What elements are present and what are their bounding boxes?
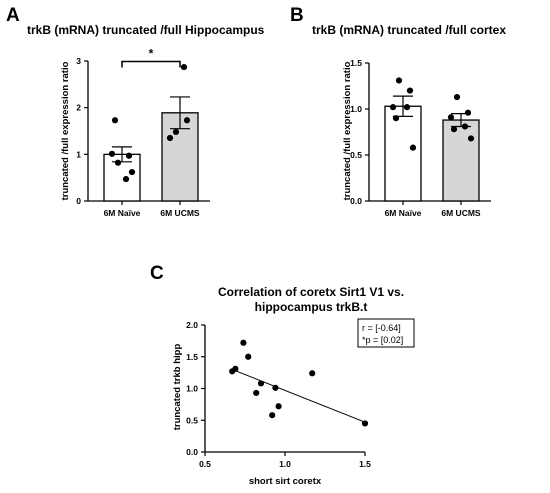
data-point bbox=[464, 109, 472, 116]
data-point bbox=[111, 117, 119, 124]
y-tick-label: 1 bbox=[76, 149, 81, 159]
data-point bbox=[361, 420, 369, 427]
y-tick-label: 0 bbox=[76, 196, 81, 206]
data-point bbox=[406, 87, 414, 94]
y-tick-label: 0.5 bbox=[350, 150, 362, 160]
data-point bbox=[166, 134, 174, 142]
data-point bbox=[447, 114, 455, 121]
data-point bbox=[183, 117, 191, 124]
data-point bbox=[125, 152, 133, 159]
data-point bbox=[467, 135, 475, 142]
y-tick-label: 1.0 bbox=[186, 384, 198, 394]
panel-c-letter: C bbox=[150, 263, 164, 284]
data-point bbox=[403, 104, 411, 111]
panel-c-subtitle: hippocampus trkB.t bbox=[255, 300, 368, 314]
panel-c-xlabel: short sirt coretx bbox=[249, 476, 322, 487]
y-tick-label: 1.0 bbox=[350, 104, 362, 114]
regression-line bbox=[232, 368, 366, 423]
y-tick-label: 0.0 bbox=[350, 196, 362, 206]
panel-c-plot: 0.00.51.01.52.00.5 1.0 1.5 bbox=[186, 320, 371, 469]
data-point bbox=[389, 104, 397, 111]
data-point bbox=[409, 144, 417, 151]
data-point bbox=[309, 370, 316, 377]
x-tick-label: 0.5 bbox=[199, 459, 211, 469]
panel-c: C Correlation of coretx Sirt1 V1 vs. hip… bbox=[150, 263, 415, 487]
data-point bbox=[122, 175, 130, 183]
x-tick-label: 6M Naïve bbox=[104, 208, 141, 218]
data-point bbox=[108, 150, 116, 157]
y-tick-label: 1.5 bbox=[186, 352, 198, 362]
data-point bbox=[269, 412, 276, 419]
x-tick-label: 1.5 bbox=[359, 459, 371, 469]
x-tick-label: 6M UCMS bbox=[160, 208, 200, 218]
panel-b-letter: B bbox=[290, 5, 304, 26]
x-tick-label: 1.0 bbox=[279, 459, 291, 469]
y-tick-label: 0.5 bbox=[186, 415, 198, 425]
panel-c-title: Correlation of coretx Sirt1 V1 vs. bbox=[218, 285, 404, 299]
y-tick-label: 1.5 bbox=[350, 58, 362, 68]
y-tick-label: 0.0 bbox=[186, 447, 198, 457]
data-point bbox=[128, 168, 136, 176]
stats-box: r = [-0.64] *p = [0.02] bbox=[357, 318, 415, 348]
x-tick-label: 6M Naïve bbox=[385, 208, 422, 218]
panel-c-ylabel: truncated trkb hipp bbox=[172, 344, 183, 431]
stats-r-value: r = [-0.64] bbox=[362, 323, 401, 333]
bar bbox=[442, 119, 480, 202]
panel-b-title: trkB (mRNA) truncated /full cortex bbox=[312, 23, 506, 37]
y-tick-label: 2 bbox=[76, 103, 81, 113]
panel-a-title: trkB (mRNA) truncated /full Hippocampus bbox=[27, 23, 265, 37]
y-tick-label: 3 bbox=[76, 56, 81, 66]
panel-a-ylabel: truncated /full expression ratio bbox=[60, 61, 71, 200]
panel-a-letter: A bbox=[6, 5, 20, 26]
data-point bbox=[272, 384, 279, 391]
x-tick-label: 6M UCMS bbox=[441, 208, 481, 218]
data-point bbox=[257, 380, 265, 387]
data-point bbox=[114, 159, 122, 166]
stats-box-frame bbox=[357, 318, 415, 348]
data-point bbox=[275, 403, 282, 410]
data-point bbox=[232, 365, 239, 372]
data-point bbox=[395, 77, 403, 84]
data-point bbox=[253, 389, 260, 397]
bar bbox=[384, 105, 422, 202]
data-point bbox=[245, 353, 252, 360]
y-tick-label: 2.0 bbox=[186, 320, 198, 330]
data-point bbox=[180, 63, 188, 71]
data-point bbox=[461, 123, 469, 130]
data-point bbox=[392, 115, 400, 122]
panel-b-ylabel: truncated /full expression ratio bbox=[342, 61, 353, 200]
data-point bbox=[240, 339, 247, 346]
data-point bbox=[450, 126, 458, 133]
panel-a: A trkB (mRNA) truncated /full Hippocampu… bbox=[6, 5, 265, 218]
panel-b-plot: 0.0 0.5 1.0 1.5 6M Naïve 6M UCMS bbox=[350, 58, 491, 218]
data-point bbox=[172, 128, 180, 136]
stats-p-value: *p = [0.02] bbox=[362, 335, 403, 345]
data-point bbox=[453, 93, 461, 101]
significance-marker: * bbox=[149, 47, 154, 61]
significance-bracket bbox=[121, 60, 181, 68]
panel-b: B trkB (mRNA) truncated /full cortex tru… bbox=[290, 5, 506, 218]
panel-a-plot: 0 1 2 3 6M Naïve 6M UCMS * bbox=[76, 47, 210, 218]
